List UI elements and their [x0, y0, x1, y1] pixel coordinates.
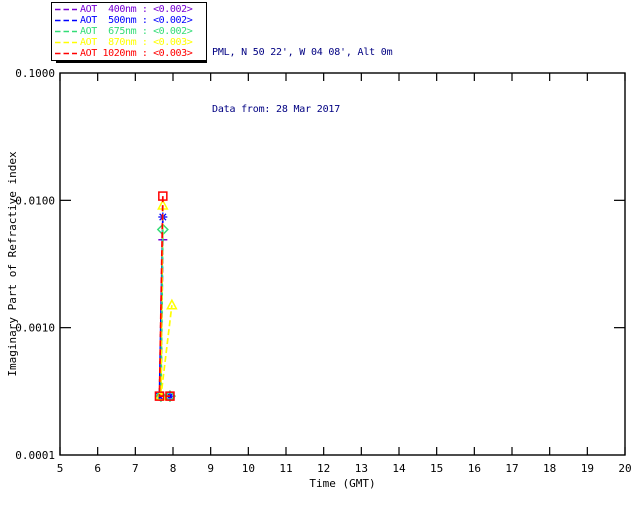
legend-item: AOT 675nm : <0.002>	[55, 26, 206, 37]
y-axis-title: Imaginary Part of Refractive index	[6, 151, 19, 377]
marker-square	[154, 391, 165, 401]
header-date: Data from: 28 Mar 2017	[212, 104, 341, 115]
legend-dash-icon	[55, 30, 77, 33]
x-tick-label: 18	[543, 462, 556, 475]
x-tick-label: 20	[618, 462, 631, 475]
plot-header: PML, N 50 22', W 04 08', Alt 0m Data fro…	[212, 5, 393, 157]
x-tick-label: 14	[392, 462, 406, 475]
plot-frame	[59, 72, 626, 456]
marker-diamond	[154, 390, 168, 403]
y-tick-label: 0.0010	[15, 322, 55, 335]
legend-dash-icon	[55, 52, 77, 55]
x-tick-label: 5	[57, 462, 64, 475]
legend-item: AOT 1020nm : <0.003>	[55, 48, 206, 59]
legend-item-label: AOT 500nm : <0.002>	[80, 15, 193, 26]
legend-item-label: AOT 400nm : <0.002>	[80, 4, 193, 15]
marker-triangle	[166, 298, 178, 310]
y-tick-label: 0.0001	[15, 449, 55, 462]
x-tick-label: 19	[581, 462, 594, 475]
x-axis-title: Time (GMT)	[309, 477, 375, 490]
y-tick-label: 0.0100	[15, 194, 55, 207]
legend-dash-icon	[55, 41, 77, 44]
legend-underline	[56, 61, 207, 63]
x-tick-label: 7	[132, 462, 139, 475]
x-tick-label: 17	[505, 462, 518, 475]
legend-item: AOT 870nm : <0.003>	[55, 37, 206, 48]
legend-item-label: AOT 870nm : <0.003>	[80, 37, 193, 48]
x-tick-label: 13	[355, 462, 368, 475]
legend-item: AOT 500nm : <0.002>	[55, 15, 206, 26]
x-tick-label: 16	[468, 462, 481, 475]
x-tick-label: 8	[170, 462, 177, 475]
marker-asterisk	[165, 391, 175, 401]
x-tick-label: 9	[207, 462, 214, 475]
legend-item: AOT 400nm : <0.002>	[55, 4, 206, 15]
header-location: PML, N 50 22', W 04 08', Alt 0m	[212, 47, 393, 58]
legend-item-label: AOT 675nm : <0.002>	[80, 26, 193, 37]
x-tick-label: 10	[242, 462, 255, 475]
legend-dash-icon	[55, 8, 77, 11]
legend-item-label: AOT 1020nm : <0.003>	[80, 48, 193, 59]
marker-square	[158, 191, 168, 201]
x-tick-label: 6	[94, 462, 101, 475]
y-tick-label: 0.1000	[15, 67, 55, 80]
x-tick-label: 12	[317, 462, 330, 475]
legend-dash-icon	[55, 19, 77, 22]
x-tick-label: 15	[430, 462, 443, 475]
x-tick-label: 11	[279, 462, 292, 475]
marker-square	[165, 391, 175, 401]
legend-box: AOT 400nm : <0.002> AOT 500nm : <0.002> …	[51, 2, 207, 61]
